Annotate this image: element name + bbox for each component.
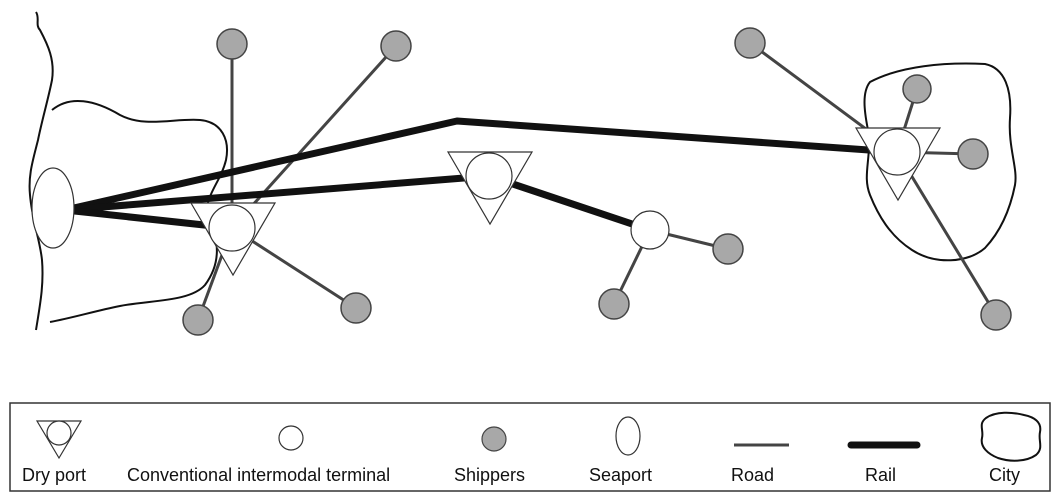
rail-link-seaport-central	[64, 172, 490, 214]
shipper-node	[340, 292, 372, 324]
legend-symbol-shipper	[481, 426, 507, 452]
shipper-node	[216, 28, 248, 60]
legend-symbol-dry-port	[35, 420, 83, 460]
shipper-node	[980, 299, 1012, 331]
shipper-node	[598, 288, 630, 320]
legend	[9, 402, 1051, 492]
shipper-node	[957, 138, 989, 170]
legend-label-city: City	[989, 465, 1020, 485]
dry-port-west	[189, 202, 277, 277]
conventional-terminal-node	[630, 210, 670, 250]
shippers	[182, 27, 1012, 336]
shipper-node	[902, 74, 932, 104]
coastline	[28, 11, 54, 331]
road-link	[895, 151, 998, 316]
shipper-node	[712, 233, 744, 265]
legend-label-conventional-terminal: Conventional intermodal terminal	[127, 465, 391, 485]
legend-symbol-terminal	[278, 425, 304, 451]
shipper-node	[182, 304, 214, 336]
legend-symbol-seaport	[615, 416, 641, 456]
legend-symbol-city	[980, 411, 1042, 462]
legend-label-shippers: Shippers	[454, 465, 526, 485]
rail-links	[64, 117, 898, 234]
rail-link-seaport-east	[64, 117, 898, 214]
dry-port-central	[446, 151, 534, 226]
shipper-node	[380, 30, 412, 62]
seaport-node	[31, 167, 75, 249]
rail-link-central-terminal	[487, 172, 652, 234]
legend-label-dry-port: Dry port	[22, 465, 87, 485]
legend-label-rail: Rail	[865, 465, 897, 485]
road-links	[196, 41, 998, 321]
legend-label-seaport: Seaport	[589, 465, 653, 485]
legend-label-road: Road	[731, 465, 775, 485]
shipper-node	[734, 27, 766, 59]
dry-port-east	[854, 127, 942, 202]
city-outline	[863, 62, 1017, 262]
